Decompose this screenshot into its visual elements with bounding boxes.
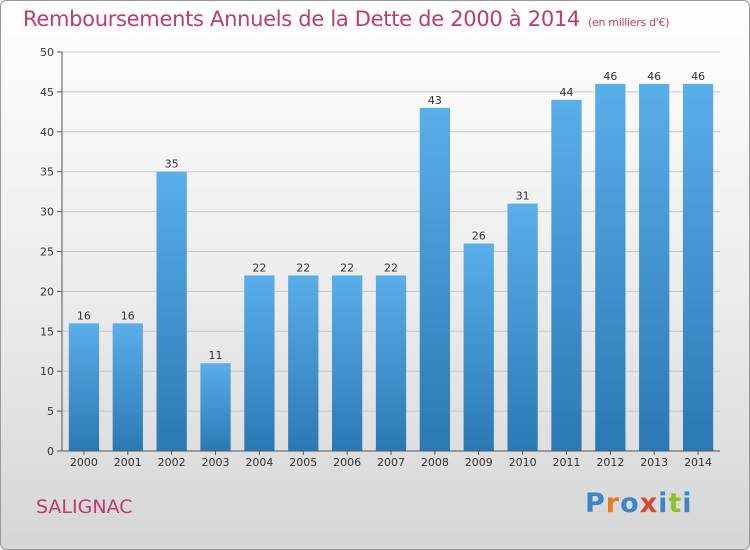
- y-tick-label: 50: [40, 46, 54, 59]
- y-tick-label: 5: [47, 405, 54, 418]
- x-tick-label-2003: 2003: [202, 456, 230, 469]
- proxiti-logo: Proxiti: [585, 488, 693, 519]
- bar-2004: [244, 275, 275, 451]
- logo-letter: i: [658, 488, 669, 519]
- data-label-2001: 16: [121, 309, 135, 322]
- data-label-2007: 22: [384, 261, 398, 274]
- axes: 0 5 10 15 20 25 30 35 40 45 50 2000 2001 2002 2003 2004…: [40, 46, 720, 469]
- bar-2002: [156, 171, 187, 451]
- bar-2006: [331, 275, 363, 451]
- bar-2010: [507, 203, 538, 451]
- y-tick-label: 0: [47, 445, 54, 458]
- bar-2009: [463, 243, 494, 451]
- y-tick-label: 45: [40, 86, 54, 99]
- y-tick-label: 15: [40, 325, 54, 338]
- logo-letter: o: [620, 488, 640, 519]
- logo-letter: P: [585, 488, 606, 519]
- bar-2001: [112, 323, 143, 451]
- y-tick-label: 35: [40, 166, 54, 179]
- bar-2012: [595, 83, 626, 452]
- bar-2014: [682, 83, 714, 452]
- data-label-2004: 22: [252, 261, 266, 274]
- x-tick-label-2008: 2008: [421, 456, 449, 469]
- data-label-2013: 46: [647, 70, 661, 83]
- logo-letter: x: [639, 488, 659, 519]
- data-label-2009: 26: [472, 230, 486, 243]
- logo-letter: r: [605, 488, 621, 519]
- y-tick-label: 25: [40, 246, 54, 259]
- x-tick-label-2011: 2011: [552, 456, 580, 469]
- data-label-2014: 46: [691, 70, 705, 83]
- chart-title-text: Remboursements Annuels de la Dette de 20…: [23, 7, 580, 31]
- x-tick-label-2009: 2009: [465, 456, 493, 469]
- x-tick-label-2000: 2000: [70, 456, 98, 469]
- chart-title: Remboursements Annuels de la Dette de 20…: [23, 7, 669, 31]
- x-tick-label-2005: 2005: [289, 456, 317, 469]
- bar-2013: [639, 83, 670, 452]
- data-label-2010: 31: [516, 190, 530, 203]
- data-label-2002: 35: [165, 158, 179, 171]
- y-tick-label: 30: [40, 206, 54, 219]
- y-tick-label: 20: [40, 285, 54, 298]
- data-label-2012: 46: [603, 70, 617, 83]
- bars: 16 16 35 11 22 22 22 22 43 26 31 44 46 46 46: [68, 70, 714, 452]
- x-tick-label-2001: 2001: [114, 456, 142, 469]
- x-tick-label-2014: 2014: [684, 456, 712, 469]
- x-tick-label-2004: 2004: [245, 456, 273, 469]
- bar-2011: [551, 99, 582, 451]
- data-label-2003: 11: [209, 349, 223, 362]
- x-tick-label-2007: 2007: [377, 456, 405, 469]
- bar-2000: [68, 323, 100, 451]
- bar-2008: [419, 107, 451, 452]
- x-tick-label-2002: 2002: [158, 456, 186, 469]
- data-label-2006: 22: [340, 261, 354, 274]
- logo-letter: i: [682, 488, 693, 519]
- data-label-2008: 43: [428, 94, 442, 107]
- x-tick-label-2010: 2010: [509, 456, 537, 469]
- x-tick-label-2012: 2012: [596, 456, 624, 469]
- x-tick-label-2006: 2006: [333, 456, 361, 469]
- y-tick-label: 40: [40, 126, 54, 139]
- chart-unit: (en milliers d'€): [588, 16, 670, 29]
- data-label-2005: 22: [296, 261, 310, 274]
- data-label-2000: 16: [77, 309, 91, 322]
- data-label-2011: 44: [559, 86, 573, 99]
- commune-name: SALIGNAC: [36, 496, 133, 518]
- bar-2007: [375, 275, 407, 451]
- logo-letter: t: [668, 488, 683, 519]
- x-tick-label-2013: 2013: [640, 456, 668, 469]
- bar-2005: [288, 275, 319, 451]
- y-tick-label: 10: [40, 365, 54, 378]
- bar-2003: [200, 363, 231, 451]
